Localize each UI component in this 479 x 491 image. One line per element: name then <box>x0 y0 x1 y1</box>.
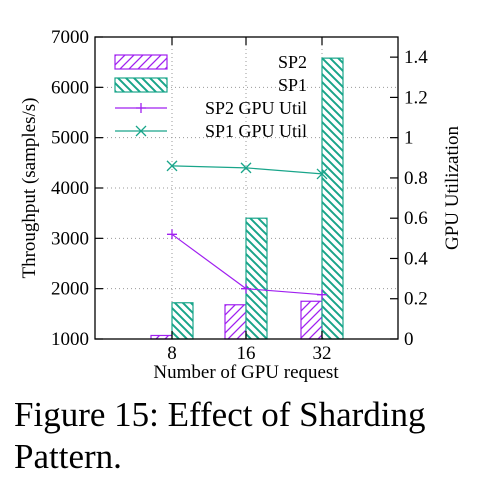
y2-tick-label: 0.4 <box>404 248 428 269</box>
legend-label: SP2 GPU Util <box>205 98 307 118</box>
y2-tick-label: 0 <box>404 329 414 350</box>
bar-sp2-16 <box>224 304 247 340</box>
caption-text: Effect of Sharding Pattern. <box>14 395 426 476</box>
x-axis-label: Number of GPU request <box>153 362 339 383</box>
legend-entry-sp1-gpu-util: SP1 GPU Util <box>115 121 307 141</box>
legend-label: SP1 <box>278 75 307 95</box>
bar-sp1-8 <box>171 302 194 340</box>
point-sp1-gpu-util-8 <box>166 160 178 172</box>
legend-swatch <box>114 54 168 70</box>
point-sp2-gpu-util-8 <box>167 229 177 240</box>
throughput-gpu-util-chart: 1000 2000 3000 4000 5000 6000 7000 0 0.2 0.4 0.6 0.… <box>19 27 463 383</box>
y-tick-label: 3000 <box>51 228 89 249</box>
y2-tick-label: 1.4 <box>404 47 428 68</box>
legend-label: SP2 <box>278 52 307 72</box>
point-sp1-gpu-util-16 <box>240 162 252 174</box>
x-tick-label: 8 <box>167 343 177 364</box>
y-tick-label: 7000 <box>51 27 89 48</box>
y-tick-label: 1000 <box>51 329 89 350</box>
y2-axis-label: GPU Utilization <box>442 125 463 250</box>
x-tick-label: 16 <box>237 343 256 364</box>
y-tick-label: 6000 <box>51 77 89 98</box>
y2-tick-label: 0.8 <box>404 168 428 189</box>
y2-tick-label: 1.2 <box>404 87 428 108</box>
y2-tick-label: 1 <box>404 128 414 149</box>
legend-label: SP1 GPU Util <box>205 121 307 141</box>
bar-sp2-32 <box>300 300 323 340</box>
legend-swatch <box>114 77 168 93</box>
point-sp2-gpu-util-32 <box>317 289 327 300</box>
figure-caption: Figure 15: Effect of Sharding Pattern. <box>14 394 474 478</box>
y-tick-label: 4000 <box>51 178 89 199</box>
legend-marker <box>135 125 147 137</box>
legend-entry-sp2: SP2 <box>114 52 307 72</box>
y2-tick-label: 0.6 <box>404 208 428 229</box>
y-tick-label: 2000 <box>51 279 89 300</box>
y-tick-label: 5000 <box>51 128 89 149</box>
point-sp2-gpu-util-16 <box>241 283 251 294</box>
legend-entry-sp2-gpu-util: SP2 GPU Util <box>115 98 307 118</box>
x-tick-label: 32 <box>313 343 332 364</box>
bar-sp1-32 <box>321 57 344 340</box>
y2-tick-label: 0.2 <box>404 289 428 310</box>
y-axis-label: Throughput (samples/s) <box>19 97 40 278</box>
legend-entry-sp1: SP1 <box>114 75 307 95</box>
bar-sp1-16 <box>245 217 268 340</box>
caption-label: Figure 15: <box>14 395 159 434</box>
point-sp1-gpu-util-32 <box>316 168 328 180</box>
legend-marker <box>136 103 146 113</box>
